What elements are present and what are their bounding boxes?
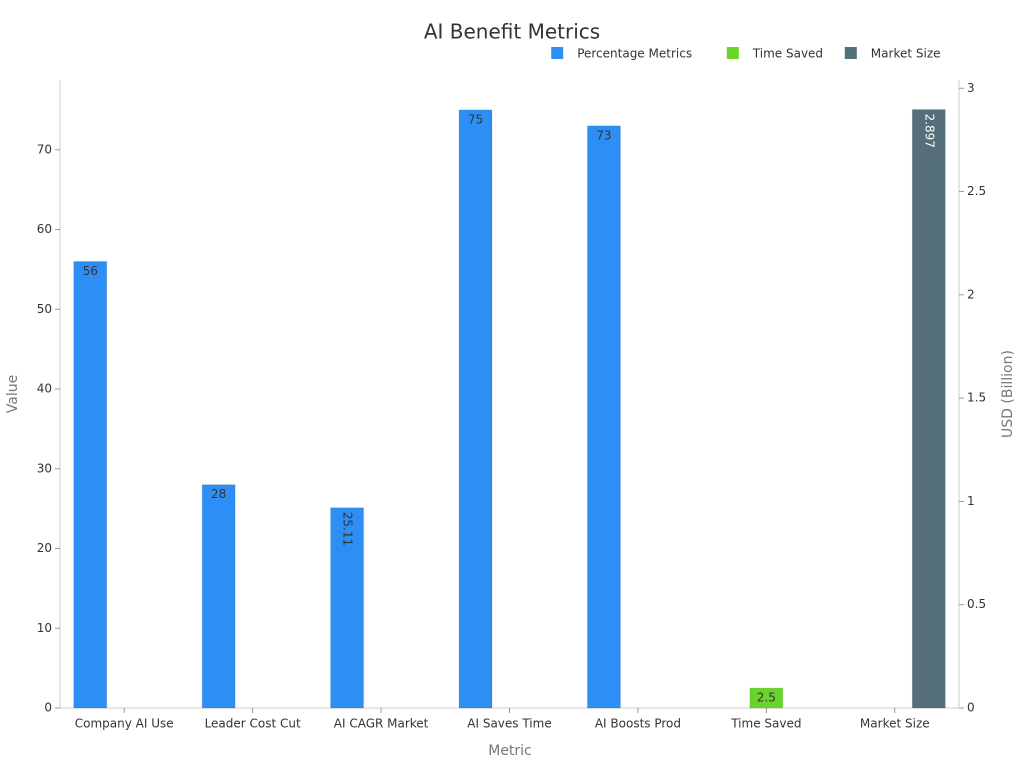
y2-tick-label: 2 (967, 287, 975, 301)
x-tick-label: Company AI Use (75, 717, 174, 731)
y-tick-label: 60 (37, 222, 52, 236)
bar (201, 484, 236, 709)
y2-axis-title: USD (Billion) (1000, 350, 1016, 438)
x-tick-label: Market Size (860, 717, 930, 731)
data-label: 75 (468, 112, 483, 126)
y2-tick-label: 1 (967, 494, 975, 508)
y2-tick-label: 0.5 (967, 597, 986, 611)
bar (749, 687, 784, 709)
x-tick-label: Time Saved (730, 717, 801, 731)
y-tick-label: 70 (37, 142, 52, 156)
y-tick-label: 40 (37, 382, 52, 396)
legend-label: Time Saved (752, 47, 823, 61)
y-tick-label: 20 (37, 541, 52, 555)
bar (330, 507, 365, 709)
y-tick-label: 30 (37, 461, 52, 475)
y-tick-label: 50 (37, 302, 52, 316)
chart-title: AI Benefit Metrics (424, 20, 600, 44)
legend-label: Percentage Metrics (577, 47, 692, 61)
data-label: 2.897 (922, 114, 936, 148)
x-axis-title: Metric (488, 743, 532, 759)
x-tick-label: Leader Cost Cut (205, 717, 301, 731)
data-label: 2.5 (757, 691, 776, 705)
bar (911, 109, 946, 709)
bar (73, 260, 108, 709)
data-label: 25.11 (341, 512, 355, 546)
x-tick-label: AI Saves Time (467, 717, 551, 731)
legend-swatch (551, 47, 564, 59)
y2-tick-label: 2.5 (967, 184, 986, 198)
y2-tick-label: 1.5 (967, 391, 986, 405)
y-tick-label: 0 (44, 701, 52, 715)
y2-tick-label: 3 (967, 81, 975, 95)
y-tick-label: 10 (37, 621, 52, 635)
x-tick-label: AI Boosts Prod (595, 717, 681, 731)
x-tick-label: AI CAGR Market (334, 717, 429, 731)
bar (458, 109, 493, 709)
legend-label: Market Size (871, 47, 941, 61)
bar (586, 125, 621, 709)
data-label: 73 (596, 128, 611, 142)
legend-swatch (844, 47, 857, 59)
data-label: 28 (211, 487, 226, 501)
y-axis-title: Value (5, 375, 21, 413)
data-label: 56 (83, 264, 98, 278)
legend-swatch (726, 47, 739, 59)
y2-tick-label: 0 (967, 701, 975, 715)
